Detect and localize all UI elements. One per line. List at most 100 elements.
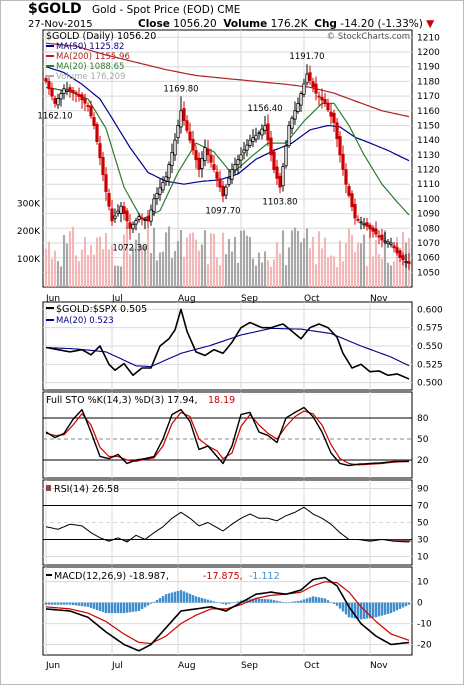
candle-body (143, 219, 147, 221)
ratio-tick-label: 0.525 (417, 360, 443, 370)
macd-histogram-bar (212, 601, 216, 603)
volume-bar (62, 235, 66, 287)
macd-histogram-bar (47, 602, 51, 605)
candle-body (308, 72, 312, 81)
volume-bar (113, 265, 117, 287)
volume-bar (197, 250, 201, 287)
volume-bar (293, 227, 297, 287)
ratio-line (45, 308, 410, 380)
volume-bar (398, 259, 402, 287)
candle-body (365, 222, 369, 227)
volume-bar (158, 252, 162, 287)
candle-body (185, 120, 189, 131)
candle-body (95, 124, 99, 143)
candle-body (47, 81, 51, 90)
candle-body (263, 125, 267, 131)
macd-histogram-bar (383, 602, 387, 615)
down-arrow-icon: ▼ (426, 18, 435, 30)
volume-bar (74, 255, 78, 287)
candle-body (167, 164, 171, 179)
volume-label: Volume (223, 18, 268, 30)
candle-body (56, 98, 60, 106)
volume-bar (281, 230, 285, 287)
rsi-legend-swatch (46, 485, 51, 491)
candle-body (350, 193, 354, 208)
sto-k-line (45, 406, 409, 467)
macd-histogram-bar (254, 598, 258, 603)
macd-histogram-bar (215, 602, 219, 603)
macd-histogram-bar (320, 597, 324, 603)
volume-bar (311, 236, 315, 287)
volume-bar (65, 243, 69, 287)
volume-bar (104, 233, 108, 287)
candle-body (332, 112, 336, 123)
candle-body (44, 78, 48, 82)
candle-body (182, 108, 186, 121)
candle-body (131, 223, 135, 230)
macd-histogram-bar (53, 602, 57, 605)
volume-bar (239, 230, 243, 287)
volume-bar (101, 249, 105, 287)
price-annotation: 1103.80 (262, 197, 297, 207)
macd-histogram-bar (251, 598, 255, 603)
volume-bar (338, 240, 342, 287)
header-stats: Close 1056.20 Volume 176.2K Chg -14.20 (… (138, 18, 434, 30)
macd-histogram-bar (104, 602, 108, 614)
volume-bar (380, 258, 384, 287)
volume-bar (110, 244, 114, 287)
volume-bar (365, 266, 369, 287)
volume-bar (140, 245, 144, 287)
volume-bar (353, 252, 357, 287)
candle-body (272, 151, 276, 170)
candle-body (287, 125, 291, 147)
macd-histogram-bar (299, 600, 303, 603)
macd-hist-value: -1.112 (249, 571, 280, 582)
close-value: 1056.20 (173, 18, 217, 30)
macd-title: MACD(12,26,9) -18.987, (54, 571, 169, 582)
chg-value: -14.20 (340, 18, 375, 30)
volume-bar (83, 236, 87, 287)
price-tick-label: 1120 (417, 166, 440, 176)
macd-histogram-bar (119, 602, 123, 614)
candle-body (176, 125, 180, 139)
macd-histogram-bar (239, 600, 243, 603)
candle-body (341, 153, 345, 170)
candle-body (233, 164, 237, 171)
month-label: Nov (370, 661, 388, 671)
candle-body (269, 137, 273, 156)
ratio-ma-line (45, 327, 410, 368)
macd-histogram-bar (335, 602, 339, 606)
price-annotation: 1156.40 (247, 104, 282, 114)
volume-bar (392, 261, 396, 287)
close-label: Close (138, 18, 170, 30)
volume-bar (191, 232, 195, 287)
volume-bar (71, 226, 75, 287)
ratio-tick-label: 0.600 (417, 305, 443, 315)
month-label: Aug (178, 294, 196, 304)
candle-body (110, 208, 114, 222)
macd-histogram-bar (113, 602, 117, 614)
volume-bar (341, 261, 345, 287)
macd-histogram-bar (380, 602, 384, 616)
volume-bar (323, 237, 327, 287)
price-legend-item: Volume 176,209 (56, 72, 125, 82)
candle-body (368, 224, 372, 230)
macd-histogram-bar (344, 602, 348, 615)
volume-bar (275, 242, 279, 287)
volume-bar (236, 262, 240, 287)
rsi-line (45, 506, 410, 543)
volume-tick-label: 100K (17, 255, 41, 265)
volume-bar (56, 261, 60, 287)
volume-bar (263, 251, 267, 287)
volume-bar (161, 251, 165, 287)
volume-bar (50, 258, 54, 287)
volume-value: 176.2K (270, 18, 308, 30)
macd-line (45, 576, 410, 652)
candle-body (389, 242, 393, 245)
macd-histogram-bar (149, 602, 153, 604)
ratio-tick-label: 0.575 (417, 324, 443, 334)
volume-bar (350, 234, 354, 287)
macd-tick-label: 0 (417, 599, 423, 609)
ratio-tick-label: 0.500 (417, 379, 443, 389)
ma20-line (45, 86, 410, 220)
